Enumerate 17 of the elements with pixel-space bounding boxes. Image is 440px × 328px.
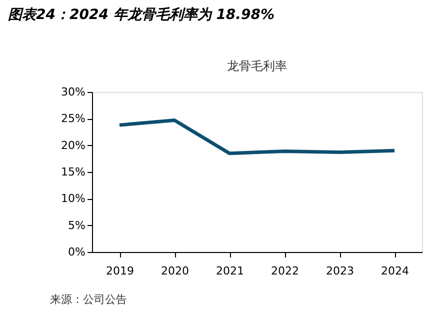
- x-tick-label: 2023: [326, 264, 354, 278]
- x-tick-label: 2022: [271, 264, 299, 278]
- y-tick-label: 20%: [61, 138, 86, 152]
- line-series: [118, 118, 396, 156]
- chart-title: 图表24：2024 年龙骨毛利率为 18.98%: [8, 6, 275, 23]
- x-tick-label: 2024: [381, 264, 409, 278]
- y-tick-label: 0%: [68, 246, 86, 258]
- y-tick-label: 5%: [68, 218, 86, 232]
- y-tick-label: 30%: [61, 86, 86, 98]
- x-tick-label: 2020: [161, 264, 189, 278]
- source-note: 来源：公司公告: [50, 293, 127, 306]
- y-tick-label: 25%: [61, 112, 86, 126]
- y-tick-label: 15%: [61, 166, 86, 178]
- y-tick-label: 10%: [61, 192, 86, 206]
- x-tick-label: 2021: [216, 264, 244, 278]
- text: 龙骨毛利率: [227, 59, 287, 73]
- x-tick-label: 2019: [106, 264, 134, 278]
